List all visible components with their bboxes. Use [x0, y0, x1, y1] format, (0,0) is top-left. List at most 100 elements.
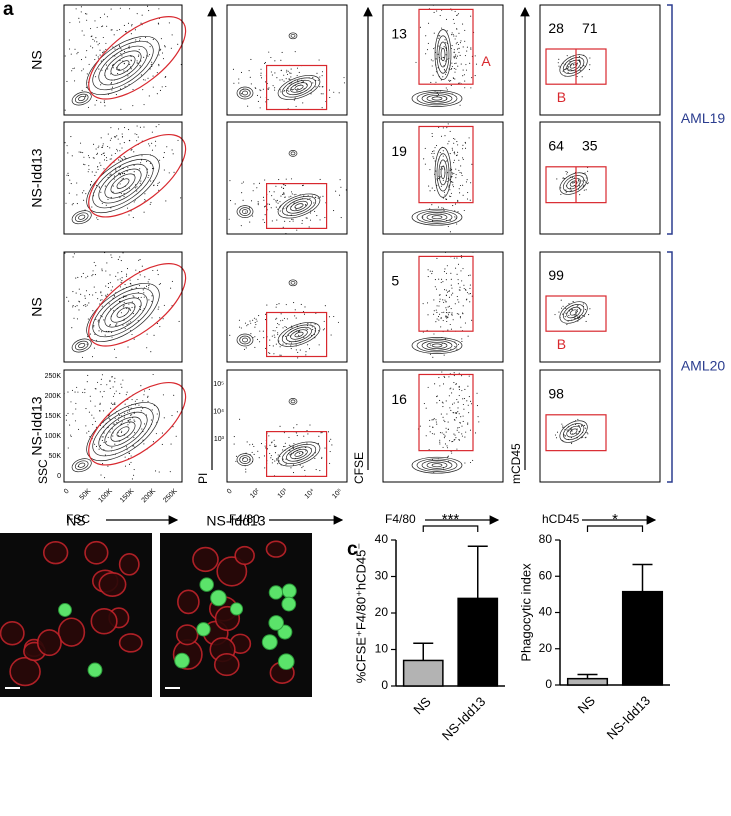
- event-dot: [245, 469, 246, 470]
- event-dot: [129, 8, 130, 9]
- event-dot: [448, 306, 449, 307]
- event-dot: [72, 306, 73, 307]
- event-dot: [121, 312, 122, 313]
- event-dot: [249, 321, 250, 322]
- event-dot: [102, 374, 103, 375]
- event-dot: [93, 270, 94, 271]
- event-dot: [566, 171, 567, 172]
- event-dot: [441, 414, 442, 415]
- event-dot: [116, 391, 117, 392]
- cfse-cell: [269, 616, 284, 631]
- event-dot: [150, 46, 151, 47]
- event-dot: [61, 234, 62, 235]
- event-dot: [279, 201, 280, 202]
- event-dot: [333, 210, 334, 211]
- contour: [289, 199, 308, 213]
- event-dot: [155, 145, 156, 146]
- event-dot: [128, 304, 129, 305]
- event-dot: [443, 57, 444, 58]
- event-dot: [163, 157, 164, 158]
- event-dot: [467, 386, 468, 387]
- gate-value: 64: [548, 137, 564, 153]
- event-dot: [463, 404, 464, 405]
- group-label: AML20: [681, 358, 726, 374]
- event-dot: [83, 69, 84, 70]
- event-dot: [574, 182, 575, 183]
- event-dot: [123, 306, 124, 307]
- event-dot: [333, 316, 334, 317]
- event-dot: [467, 423, 468, 424]
- event-dot: [173, 395, 174, 396]
- event-dot: [105, 286, 106, 287]
- event-dot: [48, 197, 49, 198]
- event-dot: [459, 172, 460, 173]
- event-dot: [428, 276, 429, 277]
- event-dot: [315, 197, 316, 198]
- event-dot: [132, 105, 133, 106]
- event-dot: [439, 385, 440, 386]
- event-dot: [127, 424, 128, 425]
- event-dot: [575, 312, 576, 313]
- event-dot: [444, 421, 445, 422]
- event-dot: [312, 326, 313, 327]
- event-dot: [458, 33, 459, 34]
- event-dot: [276, 318, 277, 319]
- event-dot: [264, 63, 265, 64]
- event-dot: [287, 74, 288, 75]
- event-dot: [451, 176, 452, 177]
- event-dot: [122, 225, 123, 226]
- event-dot: [280, 346, 281, 347]
- event-dot: [127, 75, 128, 76]
- event-dot: [122, 380, 123, 381]
- event-dot: [565, 308, 566, 309]
- event-dot: [294, 194, 295, 195]
- event-dot: [289, 445, 290, 446]
- event-dot: [462, 312, 463, 313]
- cell-membrane: [178, 590, 199, 613]
- event-dot: [157, 72, 158, 73]
- event-dot: [89, 64, 90, 65]
- event-dot: [438, 178, 439, 179]
- event-dot: [236, 456, 237, 457]
- event-dot: [123, 70, 124, 71]
- event-dot: [349, 341, 350, 342]
- event-dot: [109, 325, 110, 326]
- x-tick-label: 200K: [141, 488, 158, 505]
- flow-plot: [227, 5, 351, 125]
- event-dot: [103, 410, 104, 411]
- y-tick-label: 200K: [45, 393, 62, 400]
- event-dot: [452, 172, 453, 173]
- event-dot: [186, 87, 187, 88]
- event-dot: [435, 82, 436, 83]
- y-tick-label: 250K: [45, 373, 62, 380]
- event-dot: [100, 192, 101, 193]
- event-dot: [272, 74, 273, 75]
- contour: [285, 196, 314, 216]
- event-dot: [438, 377, 439, 378]
- event-dot: [296, 106, 297, 107]
- event-dot: [291, 219, 292, 220]
- flow-plot: [44, 0, 199, 115]
- event-dot: [448, 456, 449, 457]
- event-dot: [289, 72, 290, 73]
- event-dot: [456, 174, 457, 175]
- event-dot: [114, 55, 115, 56]
- event-dot: [56, 33, 57, 34]
- plot-frame: [227, 122, 347, 234]
- event-dot: [158, 309, 159, 310]
- event-dot: [90, 401, 91, 402]
- event-dot: [74, 68, 75, 69]
- event-dot: [588, 182, 589, 183]
- event-dot: [333, 92, 334, 93]
- event-dot: [135, 29, 136, 30]
- event-dot: [111, 158, 112, 159]
- event-dot: [565, 316, 566, 317]
- event-dot: [279, 79, 280, 80]
- event-dot: [587, 183, 588, 184]
- event-dot: [84, 35, 85, 36]
- event-dot: [48, 11, 49, 12]
- event-dot: [152, 168, 153, 169]
- event-dot: [88, 302, 89, 303]
- event-dot: [119, 256, 120, 257]
- event-dot: [106, 160, 107, 161]
